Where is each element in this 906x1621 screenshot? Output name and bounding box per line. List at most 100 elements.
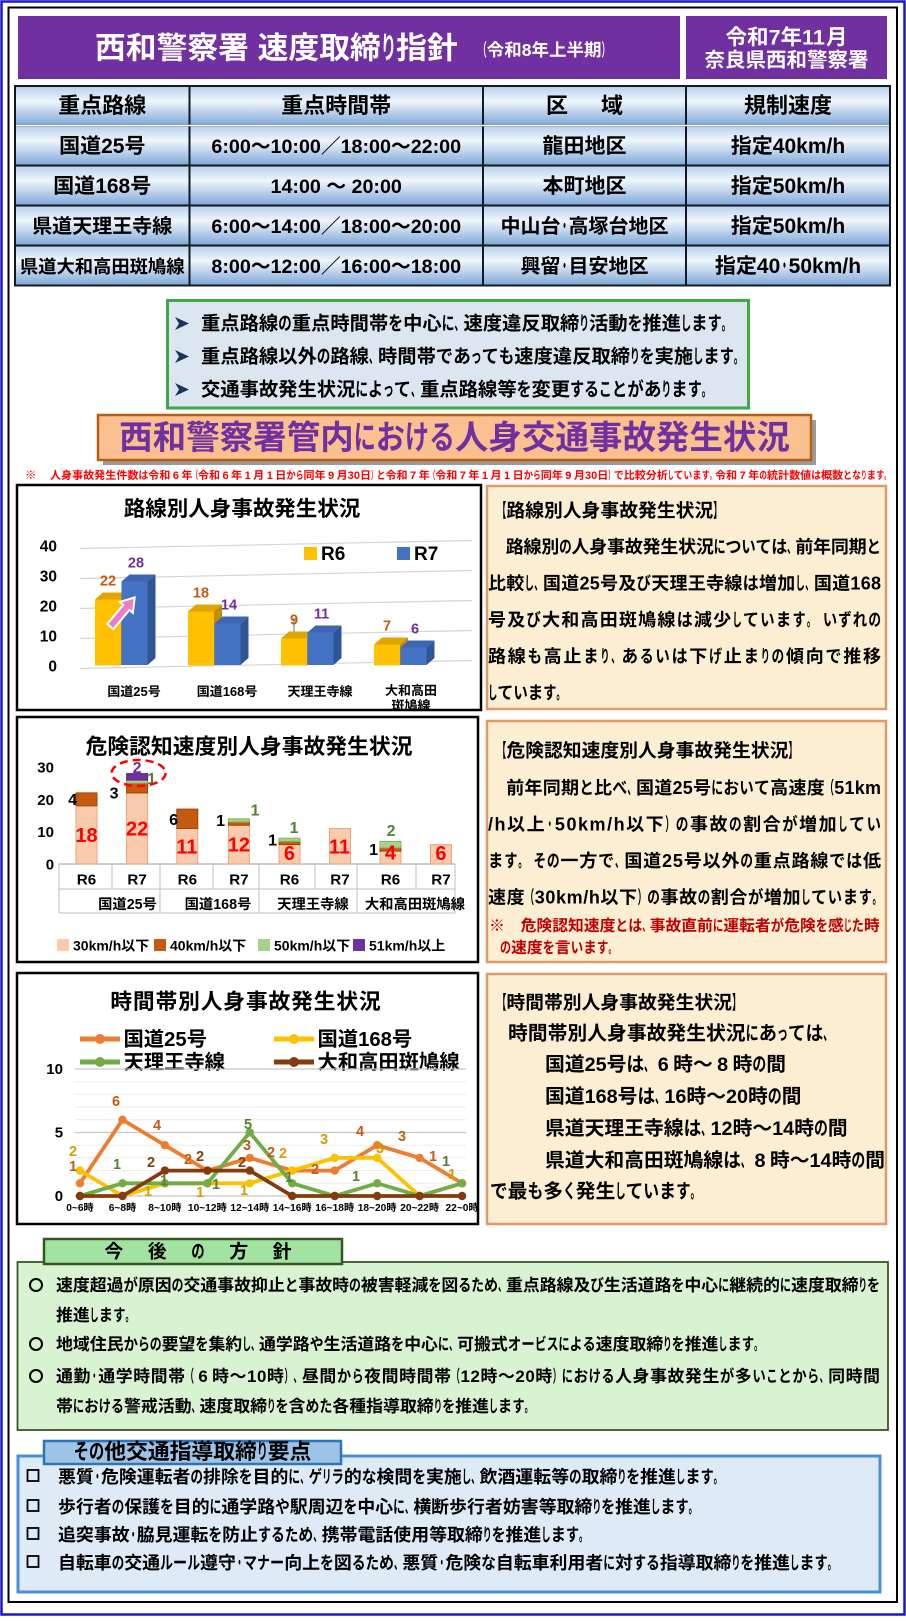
svg-text:28: 28	[128, 556, 144, 572]
svg-text:25: 25	[585, 1054, 607, 1076]
svg-text:25: 25	[673, 778, 694, 798]
svg-text:1: 1	[251, 803, 260, 820]
svg-text:12: 12	[228, 835, 250, 857]
svg-text:50km/h: 50km/h	[789, 255, 861, 278]
svg-text:3: 3	[110, 786, 119, 803]
svg-text:1: 1	[160, 1173, 168, 1189]
svg-text:18: 18	[193, 586, 209, 602]
svg-text:14~16: 14~16	[273, 1203, 302, 1214]
svg-text:25: 25	[133, 684, 147, 699]
svg-text:8: 8	[755, 1150, 766, 1172]
svg-text:1: 1	[442, 1154, 450, 1170]
svg-text:30: 30	[40, 569, 57, 586]
svg-text:10: 10	[46, 1061, 63, 1078]
svg-text:20: 20	[40, 599, 57, 616]
svg-text:2: 2	[69, 1144, 77, 1160]
svg-text:9: 9	[328, 470, 334, 482]
svg-text:10: 10	[40, 629, 57, 646]
svg-text:7: 7	[410, 470, 416, 482]
svg-text:1: 1	[290, 820, 299, 837]
svg-text:7: 7	[740, 470, 746, 482]
svg-text:9: 9	[565, 470, 571, 482]
svg-text:R6: R6	[321, 544, 345, 565]
svg-text:18:00: 18:00	[411, 256, 461, 278]
svg-text:25: 25	[164, 1029, 187, 1051]
svg-text:6:00: 6:00	[211, 216, 250, 238]
svg-text:R6: R6	[280, 872, 299, 889]
svg-text:3: 3	[243, 1138, 251, 1154]
svg-text:11: 11	[314, 607, 329, 623]
svg-text:168: 168	[585, 1086, 618, 1108]
svg-text:2: 2	[387, 823, 396, 840]
svg-text:14:00: 14:00	[271, 176, 321, 198]
svg-text:22: 22	[126, 819, 148, 841]
svg-text:0: 0	[48, 659, 57, 676]
svg-text:0~6: 0~6	[66, 1203, 84, 1214]
svg-text:0: 0	[55, 1188, 63, 1205]
svg-text:1: 1	[285, 1170, 293, 1186]
svg-text:6: 6	[435, 843, 446, 865]
svg-text:10~12: 10~12	[188, 1203, 217, 1214]
svg-text:11: 11	[176, 836, 197, 858]
svg-text:2: 2	[196, 1149, 204, 1165]
svg-text:3: 3	[398, 1129, 406, 1145]
svg-text:R7: R7	[127, 872, 146, 889]
svg-text:1: 1	[448, 1167, 456, 1183]
svg-text:1: 1	[352, 1169, 360, 1185]
svg-text:30: 30	[585, 470, 597, 482]
svg-text:4: 4	[356, 1124, 364, 1140]
svg-text:2: 2	[184, 1152, 192, 1168]
svg-text:1: 1	[268, 833, 277, 850]
svg-text:7: 7	[383, 619, 391, 635]
svg-text:51km/h: 51km/h	[369, 938, 417, 954]
svg-text:12: 12	[711, 1118, 733, 1140]
svg-text:20:00: 20:00	[352, 176, 402, 198]
svg-text:2: 2	[279, 1146, 287, 1162]
svg-text:1: 1	[144, 1184, 152, 1200]
svg-text:10:00: 10:00	[271, 136, 321, 158]
svg-text:20~22: 20~22	[400, 1203, 429, 1214]
svg-text:9: 9	[290, 613, 298, 629]
svg-text:25: 25	[101, 135, 125, 158]
svg-text:R7: R7	[431, 872, 450, 889]
svg-text:20: 20	[726, 1086, 748, 1108]
svg-text:14: 14	[810, 1150, 832, 1172]
svg-text:11: 11	[329, 836, 350, 858]
svg-text:2: 2	[267, 1145, 275, 1161]
svg-text:1: 1	[147, 771, 156, 788]
svg-text:51km: 51km	[834, 778, 881, 798]
svg-text:1: 1	[482, 470, 488, 482]
svg-text:1: 1	[267, 470, 273, 482]
svg-text:1: 1	[504, 470, 510, 482]
svg-text:16~18: 16~18	[315, 1203, 344, 1214]
svg-text:7: 7	[769, 25, 781, 49]
svg-text:40km/h: 40km/h	[170, 938, 218, 954]
svg-text:168: 168	[213, 897, 237, 913]
svg-text:4: 4	[385, 843, 397, 865]
svg-text:22~0: 22~0	[446, 1203, 469, 1214]
svg-text:2: 2	[147, 1155, 155, 1171]
svg-text:R6: R6	[77, 872, 96, 889]
svg-text:168: 168	[850, 574, 881, 594]
svg-text:16:00: 16:00	[341, 256, 391, 278]
svg-text:6: 6	[658, 1054, 669, 1076]
svg-text:168: 168	[95, 175, 130, 198]
svg-text:40: 40	[40, 539, 57, 556]
svg-text:0: 0	[46, 857, 54, 874]
svg-text:6: 6	[112, 1094, 120, 1110]
svg-text:25: 25	[579, 574, 600, 594]
svg-text:1: 1	[240, 1183, 248, 1199]
svg-text:18: 18	[75, 825, 97, 847]
svg-text:7: 7	[460, 470, 466, 482]
svg-text:2: 2	[311, 1162, 319, 1178]
svg-text:R6: R6	[381, 872, 400, 889]
svg-text:6: 6	[173, 470, 179, 482]
svg-text:50km/h: 50km/h	[274, 938, 322, 954]
svg-text:4: 4	[153, 1118, 161, 1134]
svg-text:12: 12	[461, 1367, 481, 1386]
svg-text:4: 4	[68, 792, 77, 809]
svg-text:1: 1	[113, 1157, 121, 1173]
svg-text:30: 30	[348, 470, 360, 482]
svg-text:1: 1	[369, 842, 378, 859]
svg-text:12:00: 12:00	[271, 256, 321, 278]
